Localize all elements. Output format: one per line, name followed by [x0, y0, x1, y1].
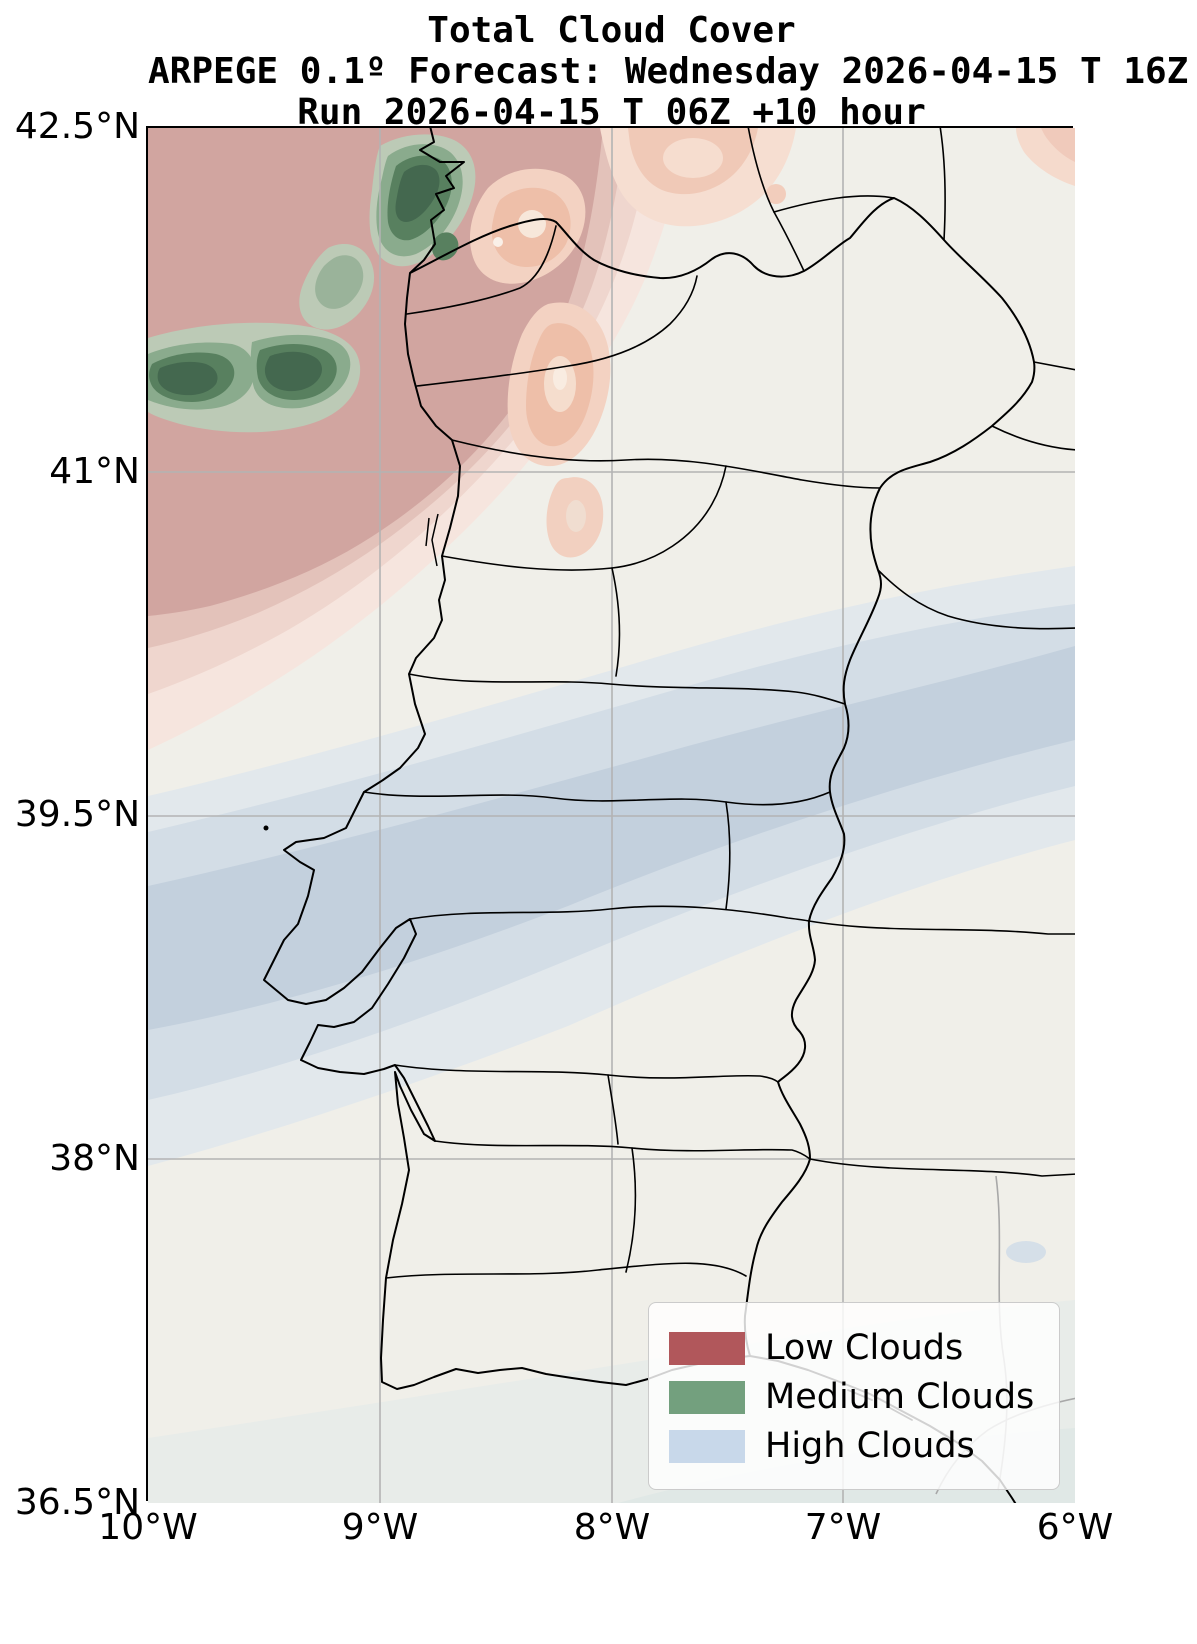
- ytick-42-5n: 42.5°N: [14, 106, 140, 147]
- district-line: [394, 1064, 779, 1083]
- district-line: [441, 465, 727, 571]
- salmon-patch-a-dot: [493, 237, 503, 247]
- spain-line: [939, 128, 946, 241]
- gridlines: [148, 128, 1075, 1503]
- legend-item-high-clouds: High Clouds: [669, 1426, 1039, 1466]
- high-clouds-spot: [1006, 1241, 1046, 1263]
- district-line: [363, 791, 831, 806]
- spain-line: [808, 920, 1075, 935]
- district-line: [385, 1262, 747, 1279]
- xtick-8w: 8°W: [573, 1507, 651, 1548]
- map-plot-area: Low Clouds Medium Clouds High Clouds: [146, 126, 1075, 1503]
- green-darkest-1: [395, 164, 440, 222]
- legend: Low Clouds Medium Clouds High Clouds: [648, 1302, 1060, 1490]
- district-line: [607, 1074, 619, 1145]
- xtick-10w: 10°W: [98, 1507, 198, 1548]
- gridlines-horizontal: [148, 471, 1075, 1160]
- salmon-patch-top-center: [663, 138, 723, 178]
- lagoon-detail: [425, 513, 439, 567]
- legend-label-low-clouds: Low Clouds: [765, 1328, 964, 1368]
- district-line: [451, 439, 881, 489]
- district-line: [434, 1140, 811, 1160]
- district-line: [625, 1147, 637, 1273]
- legend-item-medium-clouds: Medium Clouds: [669, 1377, 1039, 1417]
- subtitle-forecast: ARPEGE 0.1º Forecast: Wednesday 2026-04-…: [148, 51, 1189, 92]
- salmon-patch-c-inner: [566, 500, 586, 532]
- ytick-41n: 41°N: [49, 451, 140, 492]
- ytick-38n: 38°N: [49, 1138, 140, 1179]
- spain-line: [773, 195, 895, 213]
- green-darkest-3b: [264, 351, 322, 392]
- district-line: [409, 905, 810, 922]
- high-clouds-swatch: [669, 1429, 745, 1463]
- green-darkest-3a: [157, 361, 218, 396]
- ytick-36-5n: 36.5°N: [14, 1482, 140, 1523]
- green-mid-ring: [315, 255, 364, 309]
- salmon-patch-corner-inner: [1041, 128, 1075, 162]
- district-line: [725, 801, 731, 910]
- district-line: [406, 225, 557, 315]
- medium-clouds-region: [148, 134, 476, 433]
- green-dark-dot: [432, 232, 459, 261]
- legend-label-medium-clouds: Medium Clouds: [765, 1377, 1035, 1417]
- low-clouds-region: [148, 128, 1075, 750]
- xtick-7w: 7°W: [804, 1507, 882, 1548]
- salmon-dot-ne: [766, 184, 786, 204]
- chart-titles: Total Cloud Cover ARPEGE 0.1º Forecast: …: [148, 10, 1189, 133]
- xtick-6w: 6°W: [1036, 1507, 1114, 1548]
- district-line: [408, 673, 846, 705]
- spain-line: [991, 425, 1075, 451]
- cloud-cover-map: [148, 128, 1075, 1503]
- spain-line: [1033, 361, 1075, 371]
- salmon-patch-a-center: [518, 210, 546, 238]
- district-line: [416, 275, 698, 387]
- district-line: [611, 567, 621, 677]
- spain-line: [809, 1158, 1075, 1177]
- spain-line: [877, 569, 1075, 630]
- island-dot: [263, 825, 269, 831]
- legend-item-low-clouds: Low Clouds: [669, 1328, 1039, 1368]
- district-boundaries: [363, 128, 1075, 1279]
- xtick-9w: 9°W: [341, 1507, 419, 1548]
- coastline: [263, 128, 1017, 1503]
- medium-clouds-swatch: [669, 1380, 745, 1414]
- low-clouds-swatch: [669, 1331, 745, 1365]
- page-title: Total Cloud Cover: [427, 10, 796, 51]
- ytick-39-5n: 39.5°N: [14, 794, 140, 835]
- country-border: [409, 197, 1036, 1357]
- legend-label-high-clouds: High Clouds: [765, 1426, 975, 1466]
- salmon-patch-b-core: [553, 366, 567, 390]
